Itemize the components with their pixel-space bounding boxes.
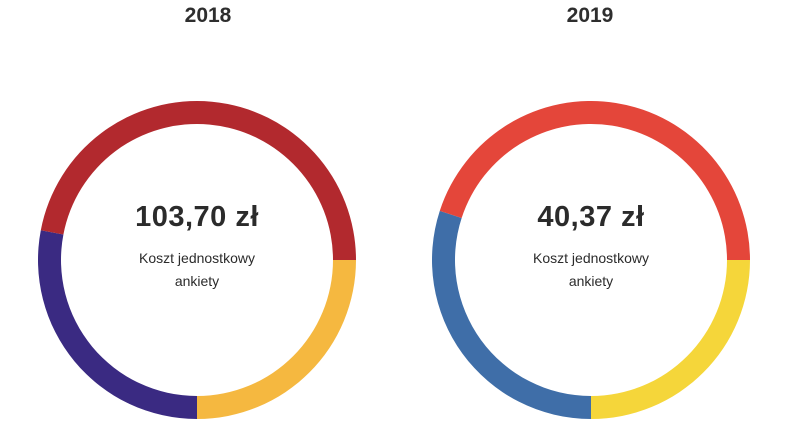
unit-cost-caption-2018: Koszt jednostkowy ankiety bbox=[77, 247, 317, 293]
donut-segment-2018-1 bbox=[197, 260, 356, 419]
center-label-2018: 103,70 zł Koszt jednostkowy ankiety bbox=[77, 197, 317, 293]
chart-title-2019: 2019 bbox=[566, 4, 614, 27]
chart-title-2018: 2018 bbox=[184, 4, 232, 27]
caption-line-1: Koszt jednostkowy bbox=[139, 250, 255, 266]
donut-chart-2018 bbox=[37, 100, 357, 419]
donut-segment-2018-2 bbox=[37, 230, 197, 419]
donut-chart-2019 bbox=[431, 100, 750, 419]
caption-line-2: ankiety bbox=[174, 273, 220, 289]
donut-segment-2018-3 bbox=[40, 100, 357, 260]
unit-cost-value-2019: 40,37 zł bbox=[537, 201, 645, 233]
unit-cost-caption-2019: Koszt jednostkowy ankiety bbox=[471, 247, 711, 293]
caption-line-1: Koszt jednostkowy bbox=[533, 250, 649, 266]
center-label-2019: 40,37 zł Koszt jednostkowy ankiety bbox=[471, 197, 711, 293]
caption-line-2: ankiety bbox=[568, 273, 614, 289]
donut-segment-2019-1 bbox=[591, 260, 750, 419]
unit-cost-value-2018: 103,70 zł bbox=[135, 201, 259, 233]
donut-segment-2019-2 bbox=[431, 210, 591, 419]
donut-segment-2019-3 bbox=[439, 100, 750, 260]
